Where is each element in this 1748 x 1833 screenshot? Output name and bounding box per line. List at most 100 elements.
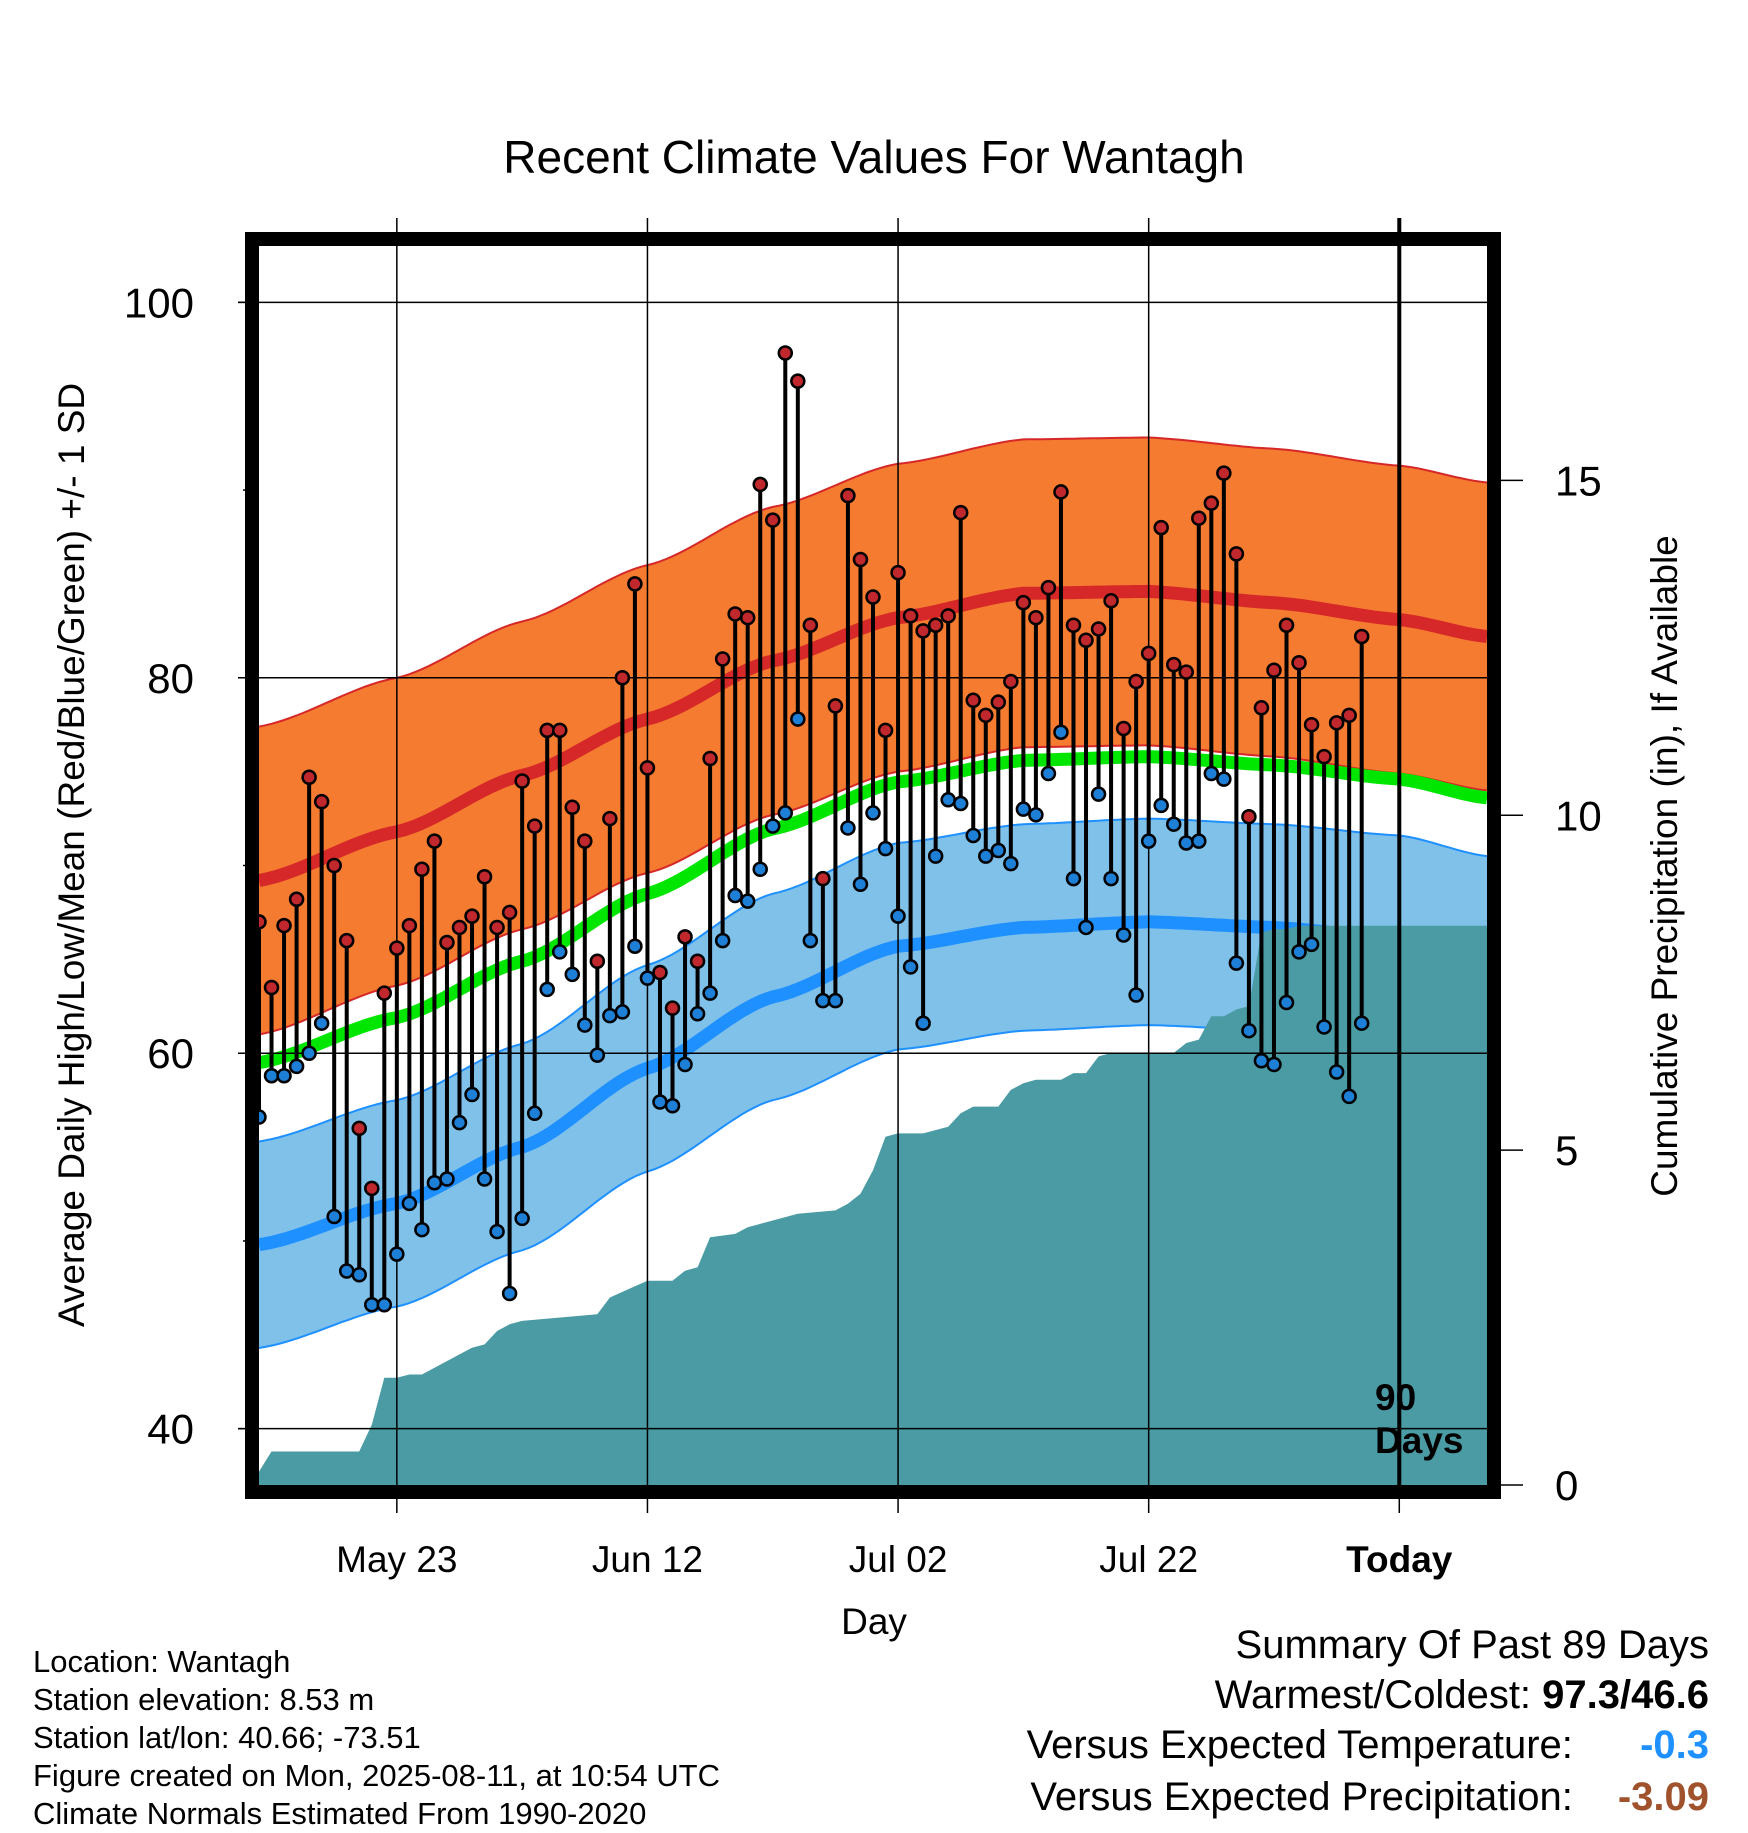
daily-high-point (990, 694, 1007, 710)
daily-high-point (1353, 628, 1370, 645)
daily-low-point (351, 1266, 367, 1283)
daily-high-point (551, 722, 568, 739)
precip-anomaly-value: -3.09 (1617, 1775, 1709, 1819)
daily-high-point (414, 861, 430, 878)
temp-anomaly-value: -0.3 (1640, 1723, 1709, 1767)
daily-high-point (364, 1180, 380, 1197)
daily-high-point (1216, 465, 1232, 481)
daily-low-point (1078, 919, 1094, 936)
daily-low-point (1165, 816, 1182, 832)
daily-high-point (1266, 662, 1282, 679)
daily-low-point (1341, 1088, 1357, 1105)
created-line: Figure created on Mon, 2025-08-11, at 10… (33, 1758, 720, 1793)
elevation-line: Station elevation: 8.53 m (33, 1682, 375, 1717)
daily-high-point (877, 722, 894, 739)
daily-high-point (852, 551, 869, 568)
daily-low-point (1253, 1052, 1270, 1069)
daily-low-point (1065, 870, 1082, 887)
daily-high-point (1028, 609, 1044, 626)
daily-high-point (1253, 700, 1270, 716)
daily-high-point (276, 917, 292, 934)
temp-anomaly-label: Versus Expected Temperature: (1026, 1723, 1573, 1767)
daily-low-point (614, 1004, 631, 1020)
daily-high-point (802, 617, 819, 633)
daily-high-point (288, 891, 305, 908)
daily-low-point (1103, 870, 1119, 887)
daily-high-point (714, 651, 731, 667)
daily-high-point (1003, 673, 1019, 690)
daily-high-point (1015, 594, 1032, 611)
summary-heading: Summary Of Past 89 Days (1235, 1623, 1709, 1667)
daily-high-point (765, 512, 781, 528)
daily-low-point (652, 1094, 668, 1110)
daily-low-point (313, 1015, 330, 1031)
daily-high-point (489, 919, 505, 936)
daily-high-point (1153, 519, 1169, 536)
daily-low-point (1003, 855, 1019, 872)
daily-low-point (739, 893, 756, 909)
daily-high-point (790, 373, 806, 389)
temp-anomaly-row: Versus Expected Temperature: -0.3 (1027, 1723, 1709, 1768)
daily-high-point (827, 698, 844, 714)
daily-low-point (1328, 1064, 1345, 1080)
cumulative-precip-area (259, 925, 1487, 1485)
daily-low-point (1153, 797, 1169, 814)
daily-low-point (451, 1114, 468, 1131)
daily-high-point (602, 810, 618, 827)
daily-low-point (1228, 955, 1245, 971)
daily-low-point (338, 1263, 355, 1279)
daily-high-point (451, 919, 468, 936)
daily-high-point (1178, 664, 1195, 680)
daily-high-point (1303, 716, 1320, 733)
daily-low-point (464, 1086, 480, 1103)
daily-low-point (1278, 994, 1295, 1011)
daily-low-point (1053, 724, 1069, 740)
daily-high-point (902, 608, 919, 624)
daily-low-point (263, 1068, 280, 1084)
daily-high-point (777, 345, 794, 361)
daily-high-point (564, 799, 581, 816)
daily-low-point (326, 1208, 342, 1225)
daily-low-point (276, 1068, 292, 1084)
daily-high-point (1203, 495, 1220, 511)
y-right-tick-label: 5 (1555, 1127, 1578, 1174)
warmest-coldest-row: Warmest/Coldest: 97.3/46.6 (1215, 1673, 1709, 1718)
daily-low-point (602, 1007, 618, 1024)
daily-low-point (589, 1047, 606, 1063)
daily-high-point (1241, 808, 1257, 825)
daily-high-point (263, 979, 280, 996)
daily-high-point (464, 908, 480, 924)
normals-line: Climate Normals Estimated From 1990-2020 (33, 1796, 647, 1831)
daily-low-point (1266, 1056, 1282, 1073)
daily-high-point (915, 623, 931, 639)
daily-high-point (627, 576, 643, 592)
daily-low-point (877, 840, 894, 857)
daily-high-point (1128, 673, 1144, 690)
daily-low-point (677, 1056, 693, 1073)
daily-low-point (301, 1045, 317, 1061)
daily-low-point (765, 818, 781, 834)
daily-low-point (1353, 1015, 1370, 1031)
daily-low-point (489, 1223, 505, 1240)
daily-low-point (1090, 786, 1107, 802)
daily-high-point (1328, 715, 1345, 731)
y-left-tick-label: 40 (147, 1406, 194, 1453)
daily-low-point (414, 1221, 430, 1238)
daily-high-point (677, 929, 693, 945)
daily-high-point (1191, 510, 1207, 526)
daily-low-point (727, 887, 743, 904)
daily-low-point (714, 932, 731, 949)
daily-high-point (614, 670, 631, 686)
daily-low-point (1140, 833, 1157, 849)
daily-high-point (978, 707, 994, 724)
chart-title: Recent Climate Values For Wantagh (503, 131, 1244, 183)
normal-low-line (259, 915, 1487, 1252)
daily-low-point (702, 985, 718, 1001)
axes-layer: 40 60 80 100 May 23 Jun 12 Jul 02 Jul 22 Today 0 5… (124, 232, 1602, 1580)
daily-high-point (752, 476, 768, 493)
daily-low-point (827, 992, 844, 1009)
daily-low-point (1241, 1022, 1257, 1039)
daily-high-point (526, 818, 543, 834)
daily-low-point (564, 966, 581, 983)
